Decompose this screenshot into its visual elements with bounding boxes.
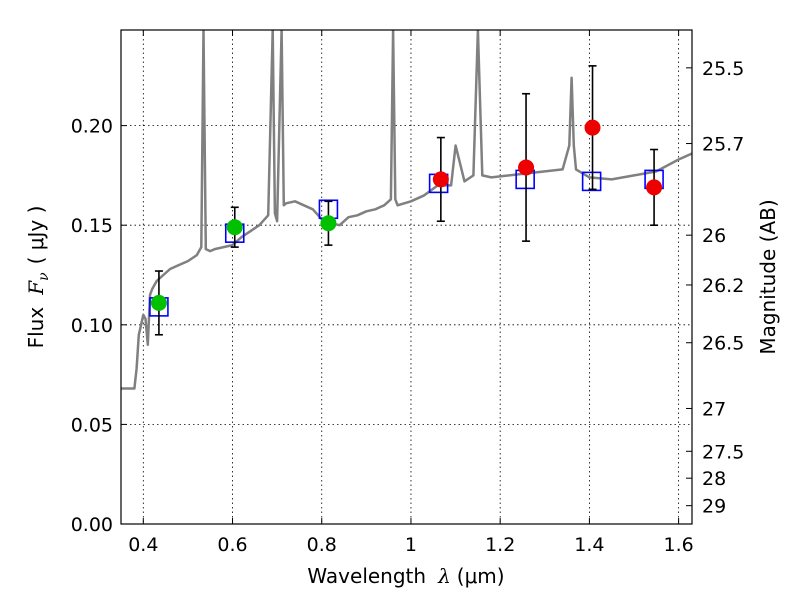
y-tick-label: 0.20 bbox=[71, 116, 113, 138]
plot-frame bbox=[120, 29, 693, 525]
green-data-point bbox=[150, 294, 167, 311]
red-data-point bbox=[518, 159, 535, 176]
y-axis-label-text: Flux bbox=[24, 307, 48, 349]
grid bbox=[121, 30, 692, 525]
y2-tick-label: 28 bbox=[702, 468, 726, 490]
red-data-point bbox=[584, 119, 601, 136]
x-tick-label: 0.8 bbox=[307, 534, 337, 556]
axis-ticks: 0.4 0.6 0.8 1 1.2 1.4 1.6 0.00 0.05 0.10 0.15 0.20 2… bbox=[71, 30, 744, 556]
y-axis-label-unit: ( μJy ) bbox=[24, 206, 48, 265]
y2-axis-label: Magnitude (AB) bbox=[756, 199, 780, 354]
y2-tick-label: 26.5 bbox=[702, 333, 744, 355]
green-data-point bbox=[226, 219, 243, 236]
red-data-point bbox=[646, 179, 663, 196]
green-data-point bbox=[320, 215, 337, 232]
x-axis-label-symbol: λ bbox=[437, 564, 451, 588]
y-tick-label: 0.05 bbox=[71, 414, 113, 436]
y-axis-label: Flux Fν ( μJy ) bbox=[24, 206, 52, 349]
x-axis-label-unit: (μm) bbox=[457, 564, 505, 588]
x-tick-label: 1.6 bbox=[664, 534, 694, 556]
red-data-point bbox=[432, 171, 449, 188]
y-axis-label-symbol: F bbox=[24, 280, 48, 296]
model-box-marker bbox=[581, 171, 602, 192]
y2-tick-label: 25.7 bbox=[702, 134, 744, 156]
y-axis-label-subscript: ν bbox=[36, 272, 52, 281]
y-tick-label: 0.15 bbox=[71, 215, 113, 237]
x-tick-label: 1 bbox=[405, 534, 417, 556]
x-tick-label: 1.2 bbox=[485, 534, 515, 556]
data-points bbox=[149, 65, 664, 336]
y2-tick-label: 26 bbox=[702, 225, 726, 247]
model-spectrum-line bbox=[121, 30, 692, 390]
y2-tick-label: 26.2 bbox=[702, 275, 744, 297]
y-tick-label: 0.10 bbox=[71, 315, 113, 337]
y2-tick-label: 29 bbox=[702, 496, 726, 518]
x-axis-label-text: Wavelength bbox=[307, 564, 426, 588]
y2-tick-label: 27.5 bbox=[702, 441, 744, 463]
x-tick-label: 1.4 bbox=[574, 534, 604, 556]
x-axis-label: Wavelength λ (μm) bbox=[307, 564, 504, 588]
y-tick-label: 0.00 bbox=[71, 514, 113, 536]
x-tick-label: 0.6 bbox=[217, 534, 247, 556]
x-tick-label: 0.4 bbox=[128, 534, 158, 556]
y2-tick-label: 25.5 bbox=[702, 58, 744, 80]
y2-tick-label: 27 bbox=[702, 398, 726, 420]
